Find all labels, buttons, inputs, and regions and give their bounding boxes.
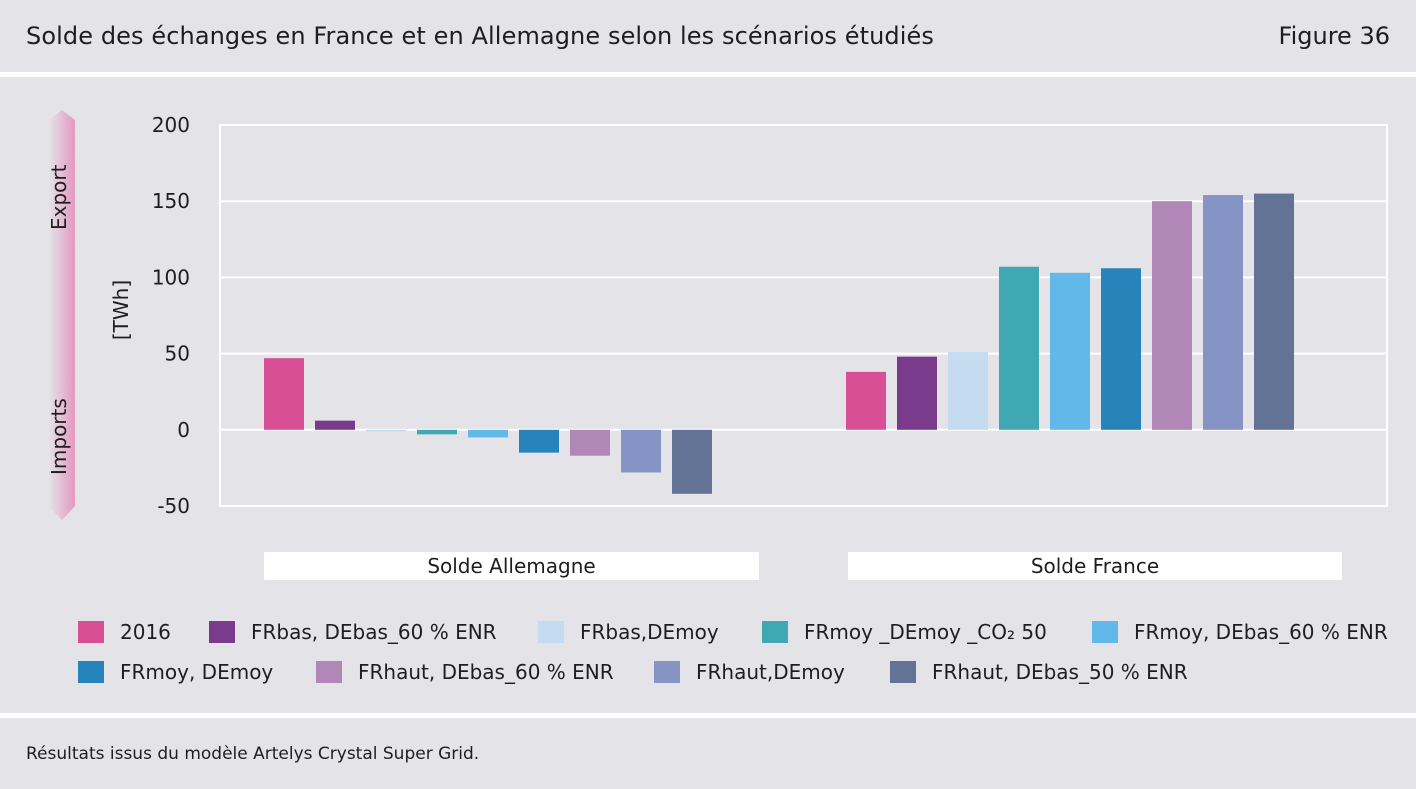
y-tick-label: 200 [152,113,190,137]
plot-area: 200 150 100 50 0 -50 [152,113,1388,518]
bar [1101,268,1141,430]
header: Solde des échanges en France et en Allem… [0,0,1416,74]
source-note: Résultats issus du modèle Artelys Crysta… [26,744,480,764]
legend-swatch [762,621,788,643]
bar [1152,201,1192,430]
bar [519,429,559,453]
legend-item: FRbas, DEbas_60 % ENR [209,620,497,644]
legend-swatch [316,661,342,683]
bar [1050,272,1090,430]
y-axis-label: [TWh] [109,280,133,340]
bar [366,429,406,432]
legend-swatch [1092,621,1118,643]
legend: 2016 FRbas, DEbas_60 % ENR FRbas,DEmoy FRmo… [0,610,1416,710]
y-tick-label: 0 [177,418,190,442]
legend-label: FRhaut, DEbas_60 % ENR [358,660,614,684]
bar [264,358,304,430]
y-tick-label: 50 [165,342,190,366]
legend-item: FRhaut, DEbas_50 % ENR [890,660,1188,684]
bottom-divider [0,713,1416,718]
bar [315,420,355,430]
bar [1254,193,1294,430]
figure-number: Figure 36 [1278,22,1390,50]
legend-swatch [654,661,680,683]
bar [621,429,661,473]
bar [570,429,610,456]
y-tick-label: -50 [157,494,190,518]
bar [468,429,508,438]
legend-label: FRhaut,DEmoy [696,660,845,684]
export-label: Export [47,164,71,230]
bar-chart: Export Imports [TWh] 200 150 100 50 0 -50 [47,110,1388,520]
top-divider [0,72,1416,77]
legend-swatch [78,661,104,683]
bar [672,429,712,494]
legend-label: 2016 [120,620,171,644]
legend-label: FRbas, DEbas_60 % ENR [251,620,497,644]
y-tick-label: 150 [152,189,190,213]
y-tick-label: 100 [152,265,190,289]
legend-label: FRmoy, DEmoy [120,660,274,684]
legend-item: FRhaut, DEbas_60 % ENR [316,660,614,684]
group-label: Solde France [848,552,1342,580]
imports-label: Imports [47,398,71,475]
legend-item: 2016 [78,620,171,644]
legend-swatch [209,621,235,643]
bar [417,429,457,435]
bar [1203,195,1243,430]
export-import-arrow: Export Imports [47,110,75,520]
legend-label: FRbas,DEmoy [580,620,719,644]
legend-item: FRhaut,DEmoy [654,660,845,684]
legend-label: FRhaut, DEbas_50 % ENR [932,660,1188,684]
bar [897,356,937,430]
legend-item: FRmoy _DEmoy _CO₂ 50 [762,620,1047,644]
bar [999,266,1039,430]
legend-label: FRmoy _DEmoy _CO₂ 50 [804,620,1047,644]
bar [948,352,988,430]
group-label: Solde Allemagne [264,552,759,580]
legend-item: FRbas,DEmoy [538,620,719,644]
chart-title: Solde des échanges en France et en Allem… [26,22,934,50]
bar [846,371,886,430]
legend-label: FRmoy, DEbas_60 % ENR [1134,620,1388,644]
legend-item: FRmoy, DEbas_60 % ENR [1092,620,1388,644]
legend-swatch [538,621,564,643]
legend-item: FRmoy, DEmoy [78,660,273,684]
legend-swatch [78,621,104,643]
legend-swatch [890,661,916,683]
